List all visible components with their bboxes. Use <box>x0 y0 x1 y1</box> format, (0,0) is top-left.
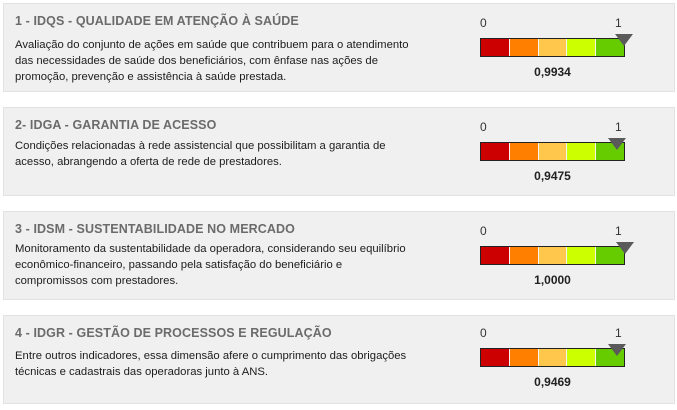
gauge-segment-red <box>481 349 510 366</box>
gauge-bar <box>480 142 625 161</box>
dimension-description: Entre outros indicadores, essa dimensão … <box>15 350 407 378</box>
score-value: 1,0000 <box>534 273 571 287</box>
gauge-segment-red <box>481 247 510 264</box>
dimension-panel-idgr: 4 - IDGR - GESTÃO DE PROCESSOS E REGULAÇ… <box>3 315 675 404</box>
score-gauge: 0 1 0,9934 <box>474 16 639 86</box>
scale-min-label: 0 <box>480 326 487 340</box>
gauge-marker-icon <box>608 344 627 356</box>
dimension-title: 3 - IDSM - SUSTENTABILIDADE NO MERCADO <box>15 222 295 236</box>
gauge-segment-red <box>481 39 510 56</box>
scale-max-label: 1 <box>615 120 622 134</box>
score-value: 0,9469 <box>534 375 571 389</box>
gauge-segment-lime <box>567 247 597 264</box>
scale-max-label: 1 <box>615 224 622 238</box>
gauge-marker-icon <box>615 34 634 46</box>
gauge-segment-orange <box>509 247 539 264</box>
gauge-segment-yellow <box>538 247 568 264</box>
dimension-description: Monitoramento da sustentabilidade da ope… <box>15 243 406 287</box>
gauge-marker-icon <box>616 242 634 254</box>
dimension-title: 4 - IDGR - GESTÃO DE PROCESSOS E REGULAÇ… <box>15 326 332 340</box>
gauge-segment-yellow <box>538 143 568 160</box>
dimension-panel-idqs: 1 - IDQS - QUALIDADE EM ATENÇÃO À SAÚDE … <box>3 3 675 92</box>
dimension-panel-idsm: 3 - IDSM - SUSTENTABILIDADE NO MERCADO M… <box>3 211 675 300</box>
gauge-segment-red <box>481 143 510 160</box>
scale-min-label: 0 <box>480 120 487 134</box>
score-gauge: 0 1 0,9475 <box>474 120 639 190</box>
score-gauge: 0 1 1,0000 <box>474 224 639 294</box>
gauge-marker-icon <box>608 138 627 150</box>
gauge-segment-lime <box>567 349 597 366</box>
gauge-segment-lime <box>567 39 597 56</box>
dimension-title: 2- IDGA - GARANTIA DE ACESSO <box>15 118 217 132</box>
scale-max-label: 1 <box>615 326 622 340</box>
gauge-bar <box>480 348 625 367</box>
dimension-title: 1 - IDQS - QUALIDADE EM ATENÇÃO À SAÚDE <box>15 14 299 28</box>
gauge-segment-yellow <box>538 39 568 56</box>
score-value: 0,9934 <box>534 65 571 79</box>
gauge-segment-lime <box>567 143 597 160</box>
gauge-bar <box>480 38 625 57</box>
score-gauge: 0 1 0,9469 <box>474 326 639 396</box>
scale-min-label: 0 <box>480 16 487 30</box>
dimension-description: Condições relacionadas à rede assistenci… <box>15 140 386 168</box>
dimension-panel-idga: 2- IDGA - GARANTIA DE ACESSO Condições r… <box>3 107 675 196</box>
gauge-segment-orange <box>509 39 539 56</box>
gauge-bar <box>480 246 625 265</box>
dimension-description: Avaliação do conjunto de ações em saúde … <box>15 39 409 83</box>
scale-min-label: 0 <box>480 224 487 238</box>
gauge-segment-orange <box>509 143 539 160</box>
gauge-segment-yellow <box>538 349 568 366</box>
scale-max-label: 1 <box>615 16 622 30</box>
gauge-segment-orange <box>509 349 539 366</box>
score-value: 0,9475 <box>534 169 571 183</box>
